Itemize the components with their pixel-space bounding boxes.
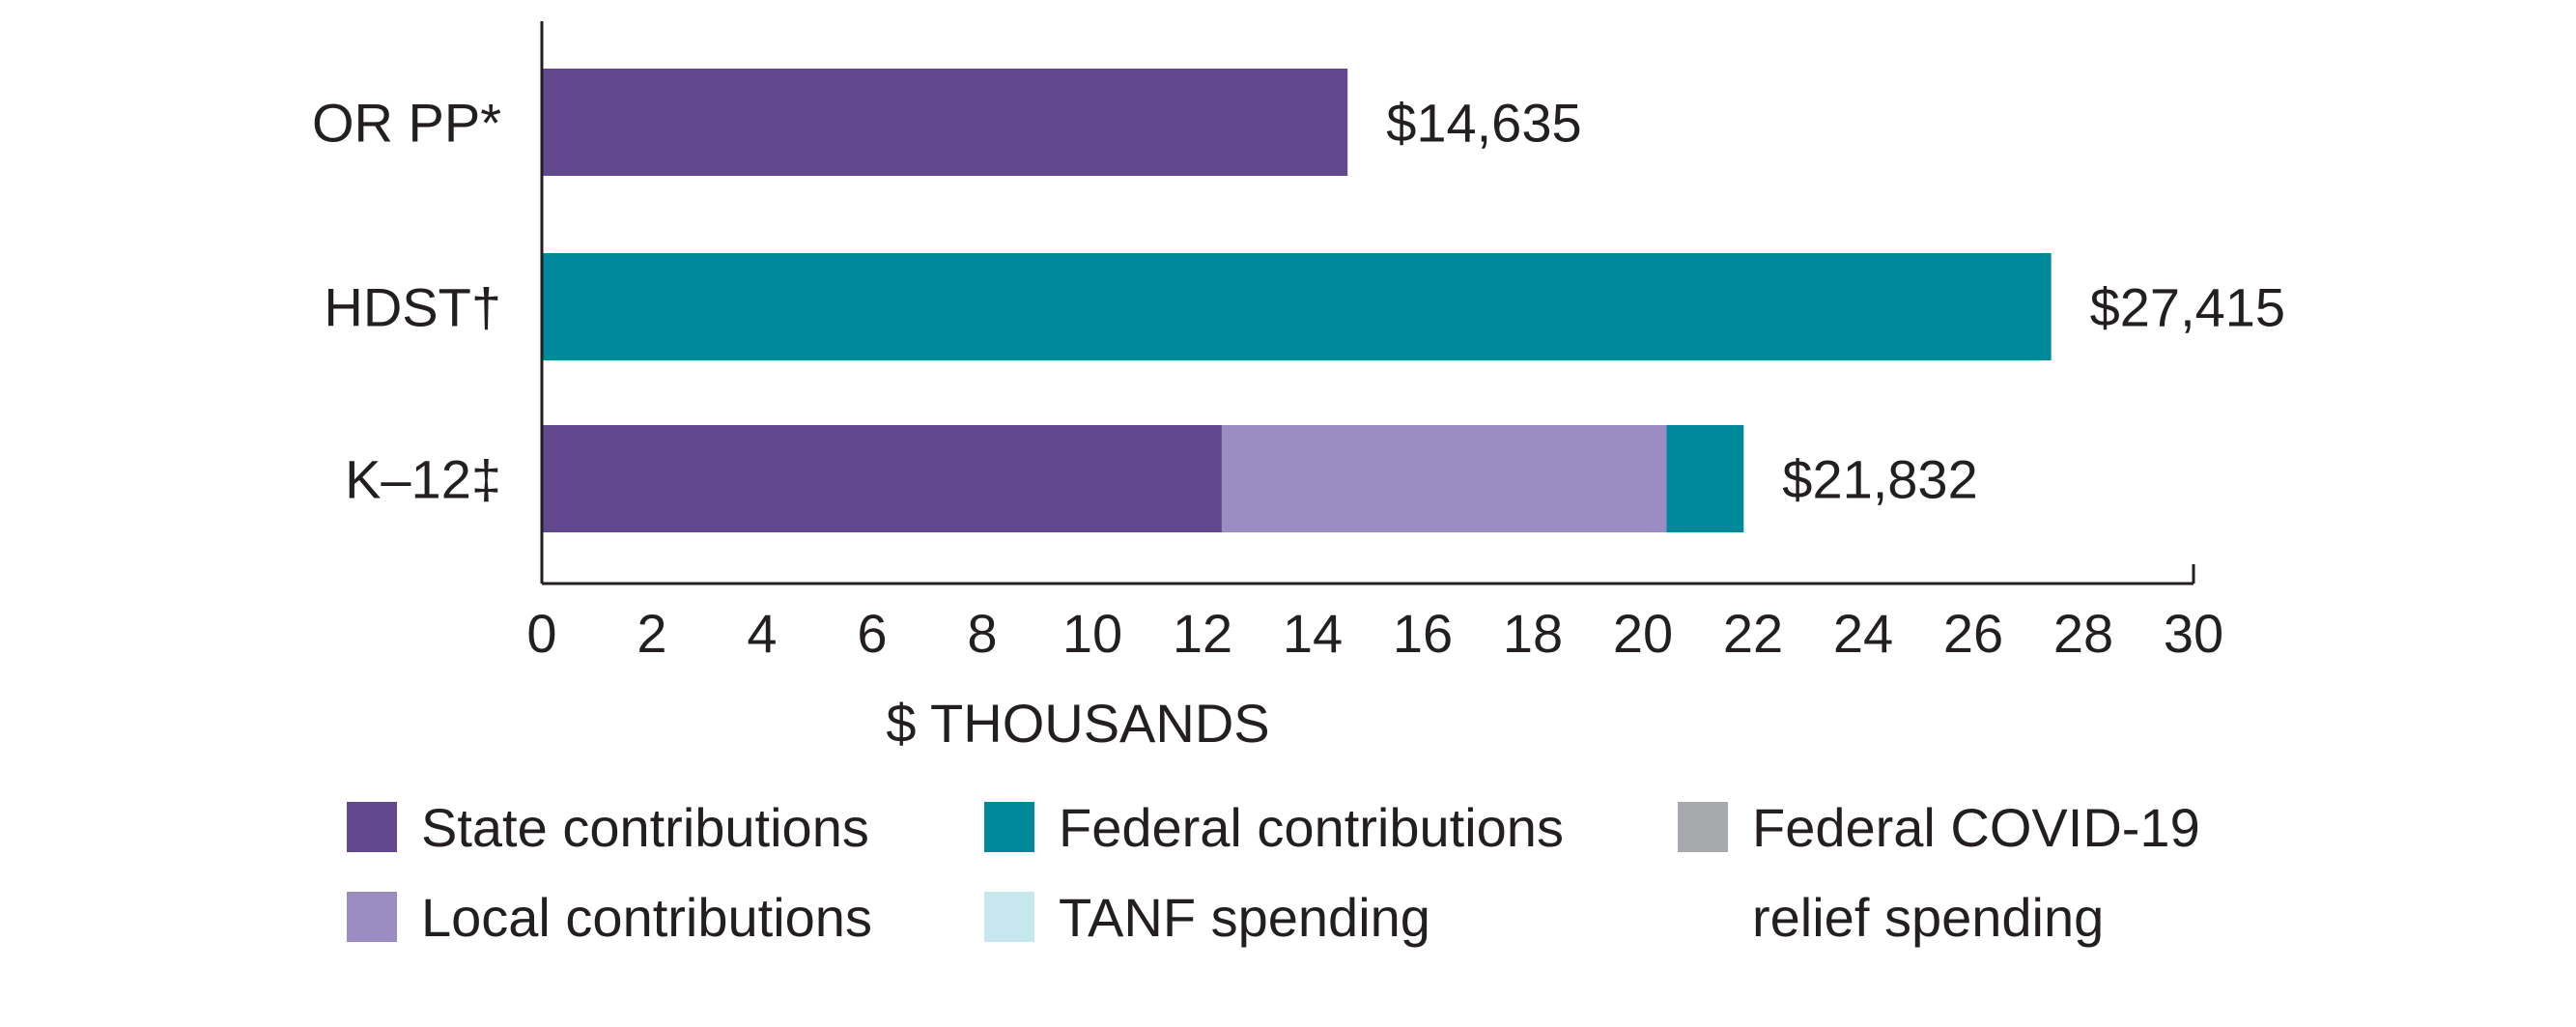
value-label: $14,635 xyxy=(1386,93,1581,154)
category-label: OR PP* xyxy=(312,93,501,154)
x-tick-label: 26 xyxy=(1943,603,2003,664)
x-tick-label: 6 xyxy=(857,603,887,664)
legend-label: Federal contributions xyxy=(1059,797,1564,858)
x-tick-label: 10 xyxy=(1062,603,1122,664)
bar-segment-local-contributions xyxy=(1221,425,1667,532)
bar-segment-state-contributions xyxy=(542,425,1222,532)
x-axis-title: $ THOUSANDS xyxy=(886,693,1269,754)
x-tick-label: 24 xyxy=(1833,603,1893,664)
legend-label: Local contributions xyxy=(421,887,872,948)
value-label: $21,832 xyxy=(1782,449,1977,510)
legend-swatch xyxy=(984,892,1034,942)
category-label: K–12‡ xyxy=(345,449,501,510)
legend-swatch xyxy=(1678,802,1728,852)
bar-segment-federal-contributions xyxy=(542,253,2052,360)
bar-segment-federal-contributions xyxy=(1666,425,1744,532)
x-tick-label: 18 xyxy=(1503,603,1563,664)
legend-swatch xyxy=(347,802,397,852)
legend-label: State contributions xyxy=(421,797,869,858)
x-tick-label: 12 xyxy=(1173,603,1232,664)
legend-swatch xyxy=(347,892,397,942)
value-label: $27,415 xyxy=(2090,277,2285,338)
x-tick-label: 4 xyxy=(747,603,777,664)
x-tick-label: 20 xyxy=(1613,603,1673,664)
x-tick-label: 8 xyxy=(967,603,997,664)
x-tick-label: 0 xyxy=(526,603,556,664)
x-tick-label: 16 xyxy=(1393,603,1453,664)
legend-label: TANF spending xyxy=(1059,887,1430,948)
x-tick-label: 14 xyxy=(1283,603,1343,664)
bar-segment-state-contributions xyxy=(542,69,1348,176)
category-label: HDST† xyxy=(324,277,501,338)
x-tick-label: 22 xyxy=(1723,603,1783,664)
legend-label: Federal COVID-19 xyxy=(1752,797,2200,858)
legend-label: relief spending xyxy=(1752,887,2104,948)
x-tick-label: 30 xyxy=(2164,603,2223,664)
x-tick-label: 2 xyxy=(637,603,666,664)
x-tick-label: 28 xyxy=(2053,603,2113,664)
legend-swatch xyxy=(984,802,1034,852)
